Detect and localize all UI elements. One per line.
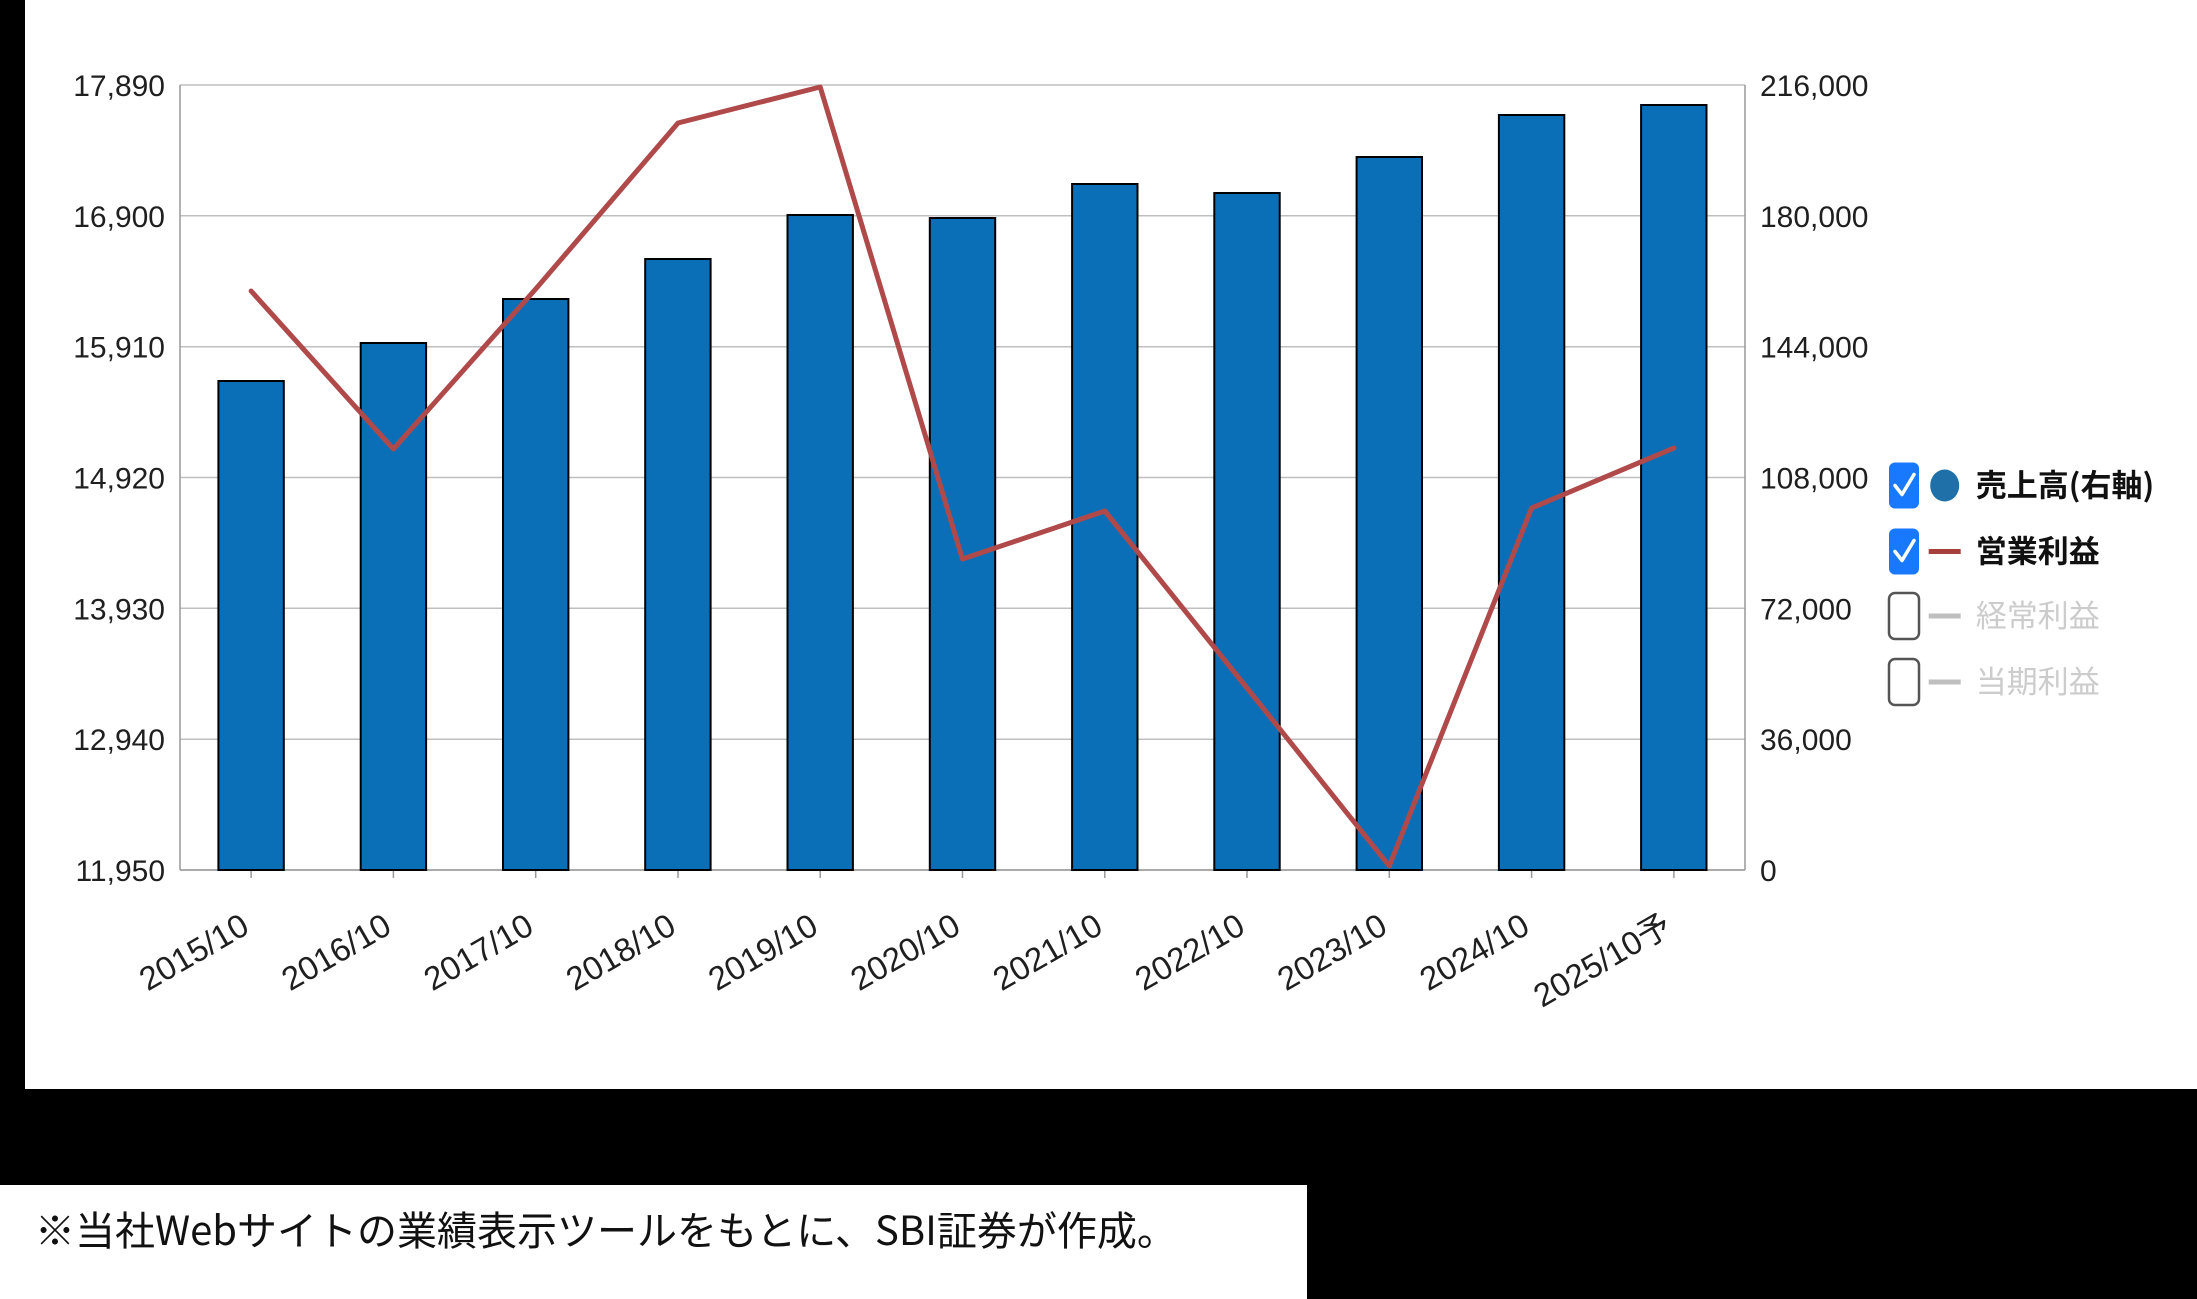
svg-text:2019/10: 2019/10	[702, 906, 824, 998]
svg-text:144,000: 144,000	[1760, 332, 1868, 365]
svg-text:12,940: 12,940	[73, 724, 165, 757]
svg-text:2015/10: 2015/10	[133, 906, 255, 998]
svg-text:2017/10: 2017/10	[417, 906, 539, 998]
svg-text:2025/10予: 2025/10予	[1527, 906, 1677, 1014]
svg-text:2024/10: 2024/10	[1413, 906, 1535, 998]
svg-text:16,900: 16,900	[73, 201, 165, 234]
svg-text:2022/10: 2022/10	[1129, 906, 1251, 998]
svg-text:2023/10: 2023/10	[1271, 906, 1393, 998]
svg-text:36,000: 36,000	[1760, 724, 1852, 757]
svg-text:108,000: 108,000	[1760, 463, 1868, 496]
svg-text:180,000: 180,000	[1760, 201, 1868, 234]
svg-text:72,000: 72,000	[1760, 593, 1852, 626]
svg-text:17,890: 17,890	[73, 70, 165, 103]
svg-text:営業利益: 営業利益	[1976, 527, 2100, 572]
svg-text:当期利益: 当期利益	[1976, 657, 2100, 702]
svg-text:売上高(右軸): 売上高(右軸)	[1976, 461, 2154, 506]
svg-text:0: 0	[1760, 855, 1777, 888]
svg-text:11,950: 11,950	[75, 855, 165, 888]
svg-text:経常利益: 経常利益	[1976, 591, 2100, 636]
svg-text:13,930: 13,930	[73, 593, 165, 626]
svg-text:2021/10: 2021/10	[986, 906, 1108, 998]
svg-text:2020/10: 2020/10	[844, 906, 966, 998]
svg-text:2016/10: 2016/10	[275, 906, 397, 998]
svg-text:216,000: 216,000	[1760, 70, 1868, 103]
svg-text:15,910: 15,910	[73, 332, 165, 365]
svg-text:14,920: 14,920	[73, 463, 165, 496]
svg-text:2018/10: 2018/10	[560, 906, 682, 998]
